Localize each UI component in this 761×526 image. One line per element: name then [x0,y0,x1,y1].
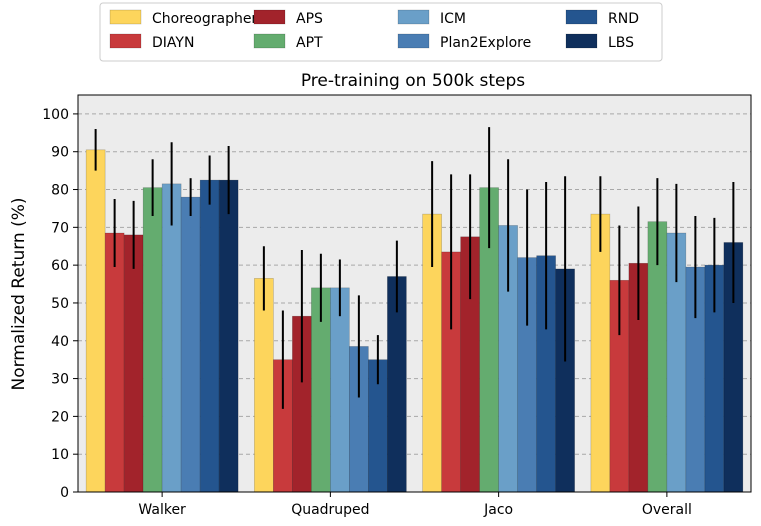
bar-apt-walker [142,187,163,493]
x-axis: Walker Quadruped Jaco Overall [138,492,692,518]
y-tick-label: 50 [51,296,69,312]
y-tick-label: 40 [51,334,69,350]
legend-label-choreographer: Choreographer [152,11,257,27]
legend-label-rnd: RND [608,11,639,27]
legend-label-plan2explore: Plan2Explore [440,35,531,51]
bar-icm-walker [161,183,182,493]
x-tick-label-walker: Walker [138,502,186,518]
legend-label-icm: ICM [440,11,466,27]
legend-swatch-lbs [565,33,598,49]
bar-icm-quadruped [330,287,350,493]
y-tick-label: 30 [51,372,69,388]
legend-swatch-rnd [565,9,598,25]
bar-aps-walker [123,234,144,493]
y-axis: 0 10 20 30 40 50 60 70 80 90 100 [42,107,78,501]
legend-label-lbs: LBS [608,35,634,51]
y-tick-label: 20 [51,409,69,425]
legend-swatch-apt [253,33,286,49]
legend-swatch-choreographer [109,9,142,25]
legend: Choreographer DIAYN APS APT ICM Plan2Explore R… [99,2,663,62]
error-bars [94,127,735,409]
bar-choreographer-walker [85,149,106,493]
legend-box [99,2,663,62]
bar-plan2explore-walker [180,196,201,493]
y-tick-label: 100 [42,107,69,123]
y-tick-label: 80 [51,183,69,199]
bar-diayn-walker [104,232,125,493]
bar-lbs-walker [218,179,239,493]
x-tick-label-jaco: Jaco [483,502,513,518]
y-tick-label: 60 [51,258,69,274]
y-tick-label: 70 [51,220,69,236]
bar-choreographer-overall [590,213,611,493]
legend-label-diayn: DIAYN [152,35,194,51]
y-axis-label: Normalized Return (%) [9,197,29,390]
legend-label-apt: APT [296,35,323,51]
legend-swatch-aps [253,9,286,25]
plot-frame [77,94,752,493]
y-tick-label: 0 [60,485,69,501]
legend-swatch-icm [397,9,430,25]
bar-rnd-walker [199,179,220,493]
chart-title: Pre-training on 500k steps [301,71,525,91]
x-tick-label-quadruped: Quadruped [291,502,369,518]
legend-label-aps: APS [296,11,323,27]
y-tick-label: 90 [51,145,69,161]
y-tick-label: 10 [51,447,69,463]
legend-swatch-diayn [109,33,142,49]
x-tick-label-overall: Overall [642,502,692,518]
legend-swatch-plan2explore [397,33,430,49]
